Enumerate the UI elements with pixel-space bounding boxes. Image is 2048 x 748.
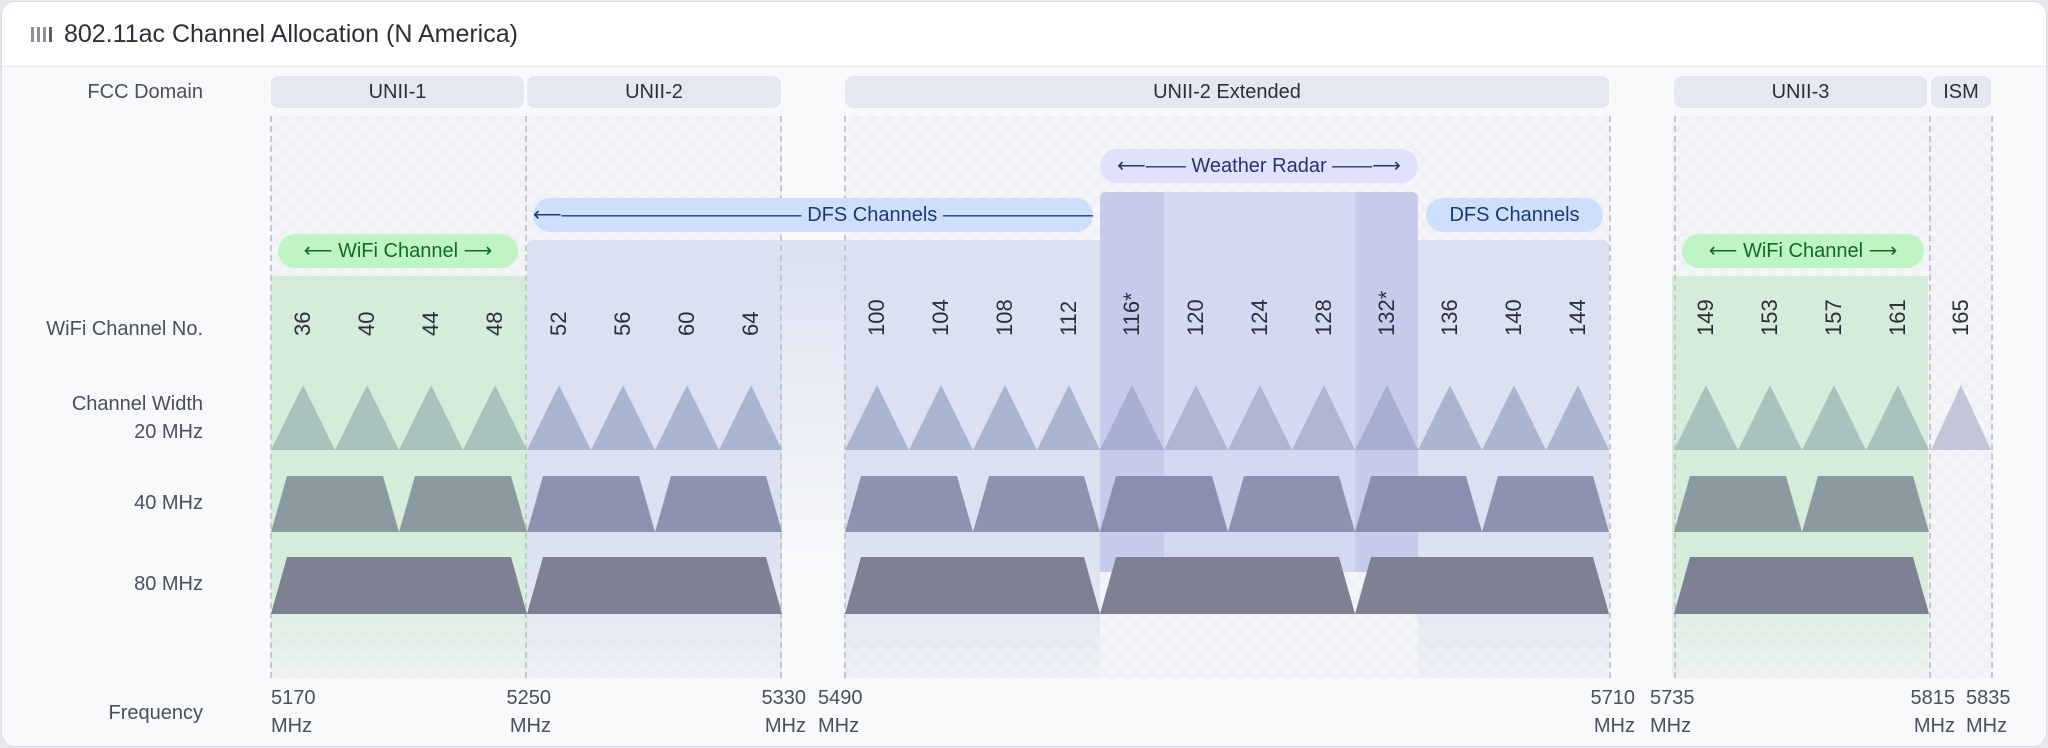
freq-5490: 5490 MHz: [818, 687, 863, 737]
channel-153: 153: [1757, 299, 1782, 336]
freq-5170: 5170 MHz: [271, 687, 316, 737]
channel-64: 64: [738, 311, 763, 336]
boundary-line: [1609, 116, 1611, 678]
channel-144: 144: [1565, 299, 1590, 336]
boundary-line: [844, 116, 846, 678]
domain-ism: ISM: [1931, 76, 1991, 108]
domain-unii-1: UNII-1: [271, 76, 524, 108]
row-label-frequency: Frequency: [108, 702, 204, 724]
domain-unii-2: UNII-2: [527, 76, 781, 108]
freq-5735: 5735 MHz: [1650, 687, 1695, 737]
domain-unii-2-extended: UNII-2 Extended: [845, 76, 1609, 108]
channel-56: 56: [610, 311, 635, 336]
channel-132: 132*: [1374, 290, 1399, 336]
row-label-20mhz: 20 MHz: [134, 421, 203, 443]
channel-48: 48: [482, 311, 507, 336]
page-title: 802.11ac Channel Allocation (N America): [64, 20, 518, 48]
boundary-line: [525, 116, 527, 678]
header: 802.11ac Channel Allocation (N America): [2, 2, 2046, 67]
weather-radar-pill: ⟵—— Weather Radar ——⟶: [1100, 149, 1418, 183]
boundary-line: [780, 116, 782, 678]
channel-136: 136: [1437, 299, 1462, 336]
channel-165: 165: [1948, 299, 1973, 336]
dfs-zone-gap: [782, 240, 845, 570]
row-label-channel-no: WiFi Channel No.: [46, 318, 203, 340]
dfs-channels-pill: ⟵———————————— DFS Channels ————————————⟶: [533, 198, 1093, 232]
bar-chart-icon: [31, 27, 52, 42]
boundary-line: [1991, 116, 1993, 678]
channel-112: 112: [1056, 300, 1081, 336]
freq-5710: 5710 MHz: [1590, 687, 1636, 737]
channel-108: 108: [992, 299, 1017, 336]
channel-44: 44: [418, 311, 443, 336]
channel-149: 149: [1693, 299, 1718, 336]
20mhz-triangles: [271, 385, 1991, 450]
40mhz-trapezoids: [271, 476, 1929, 532]
channel-36: 36: [290, 311, 315, 336]
freq-5250: 5250 MHz: [506, 687, 552, 737]
row-label-80mhz: 80 MHz: [134, 573, 203, 595]
row-label-channel-width: Channel Width: [71, 393, 203, 415]
channel-128: 128: [1311, 299, 1336, 336]
freq-5835: 5835 MHz: [1966, 687, 2011, 737]
channel-116: 116*: [1119, 292, 1144, 336]
dfs-channels-pill-short: DFS Channels: [1426, 198, 1603, 232]
channel-157: 157: [1821, 299, 1846, 336]
row-label-fcc-domain: FCC Domain: [87, 81, 203, 103]
wifi-channel-pill-left: ⟵ WiFi Channel ⟶: [278, 234, 518, 268]
domain-unii-3: UNII-3: [1674, 76, 1927, 108]
channel-40: 40: [354, 311, 379, 336]
channel-161: 161: [1885, 299, 1910, 336]
wifi-channel-pill-right: ⟵ WiFi Channel ⟶: [1682, 234, 1924, 268]
80mhz-trapezoids: [271, 557, 1929, 614]
channel-100: 100: [864, 299, 889, 336]
boundary-line: [1674, 116, 1676, 678]
channel-124: 124: [1247, 299, 1272, 336]
channel-140: 140: [1501, 299, 1526, 336]
channel-120: 120: [1183, 299, 1208, 336]
channel-52: 52: [546, 311, 571, 336]
boundary-line: [1929, 116, 1931, 678]
boundary-line: [270, 116, 272, 678]
channel-60: 60: [674, 311, 699, 336]
row-label-40mhz: 40 MHz: [134, 492, 203, 514]
freq-5330: 5330 MHz: [761, 687, 807, 737]
freq-5815: 5815 MHz: [1910, 687, 1956, 737]
channel-104: 104: [928, 299, 953, 336]
